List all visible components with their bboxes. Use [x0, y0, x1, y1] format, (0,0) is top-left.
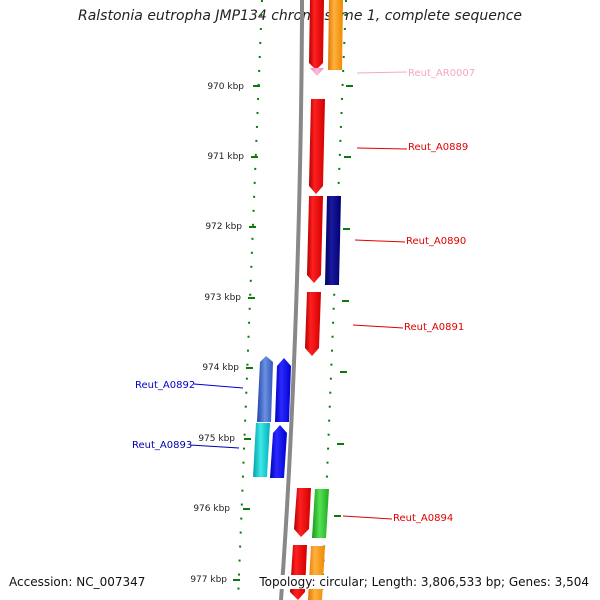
gene-pink-reut-ar0007[interactable]: [310, 68, 324, 76]
tick-label-975: 975 kbp: [198, 434, 235, 444]
tick-label-971: 971 kbp: [207, 152, 244, 162]
major-ticks-left: [233, 85, 260, 581]
gene-orange-bottom[interactable]: [308, 546, 325, 600]
accession-text: Accession: NC_007347: [9, 575, 146, 589]
gene-label-reut-a0889[interactable]: Reut_A0889: [408, 142, 468, 153]
gene-red-reut-a0891[interactable]: [305, 292, 321, 356]
gene-steel-reut-a0892[interactable]: [257, 356, 273, 422]
leader-reut-a0892: [193, 383, 244, 389]
leader-reut-a0893: [189, 444, 240, 449]
gene-cyan-reut-a0893[interactable]: [253, 423, 270, 477]
chromosome-backbone: [279, 0, 304, 600]
tick-label-977: 977 kbp: [190, 575, 227, 585]
gene-label-reut-ar0007[interactable]: Reut_AR0007: [408, 68, 475, 79]
major-ticks-right: [334, 85, 353, 517]
gene-label-reut-a0892[interactable]: Reut_A0892: [135, 380, 195, 391]
gene-red-reut-a0889[interactable]: [309, 99, 325, 194]
gene-red-top[interactable]: [309, 0, 324, 70]
leader-reut-a0889: [356, 147, 408, 150]
tick-label-973: 973 kbp: [204, 293, 241, 303]
gene-navy-reut-a0890[interactable]: [325, 196, 341, 285]
leader-reut-ar0007: [356, 71, 408, 74]
tick-label-976: 976 kbp: [193, 504, 230, 514]
leader-reut-a0894: [342, 515, 393, 520]
gene-red-bottom[interactable]: [290, 545, 307, 600]
tick-label-970: 970 kbp: [207, 82, 244, 92]
gene-red-reut-a0894[interactable]: [294, 488, 311, 537]
gene-label-reut-a0891[interactable]: Reut_A0891: [404, 322, 464, 333]
gene-blue-reut-a0893[interactable]: [270, 425, 287, 478]
gene-label-reut-a0890[interactable]: Reut_A0890: [406, 236, 466, 247]
map-title: Ralstonia eutropha JMP134 chromosome 1, …: [77, 8, 522, 24]
gene-blue-reut-a0892[interactable]: [275, 358, 291, 422]
gene-orange-top[interactable]: [328, 0, 343, 70]
sequence-stats-text: Topology: circular; Length: 3,806,533 bp…: [257, 575, 589, 589]
gene-label-reut-a0893[interactable]: Reut_A0893: [132, 440, 192, 451]
gene-label-reut-a0894[interactable]: Reut_A0894: [393, 513, 453, 524]
tick-label-972: 972 kbp: [205, 222, 242, 232]
leader-reut-a0891: [352, 324, 404, 329]
leader-reut-a0890: [354, 239, 406, 243]
tick-label-974: 974 kbp: [202, 363, 239, 373]
gene-red-reut-a0890[interactable]: [307, 196, 323, 283]
gene-green-reut-a0894[interactable]: [312, 489, 329, 538]
